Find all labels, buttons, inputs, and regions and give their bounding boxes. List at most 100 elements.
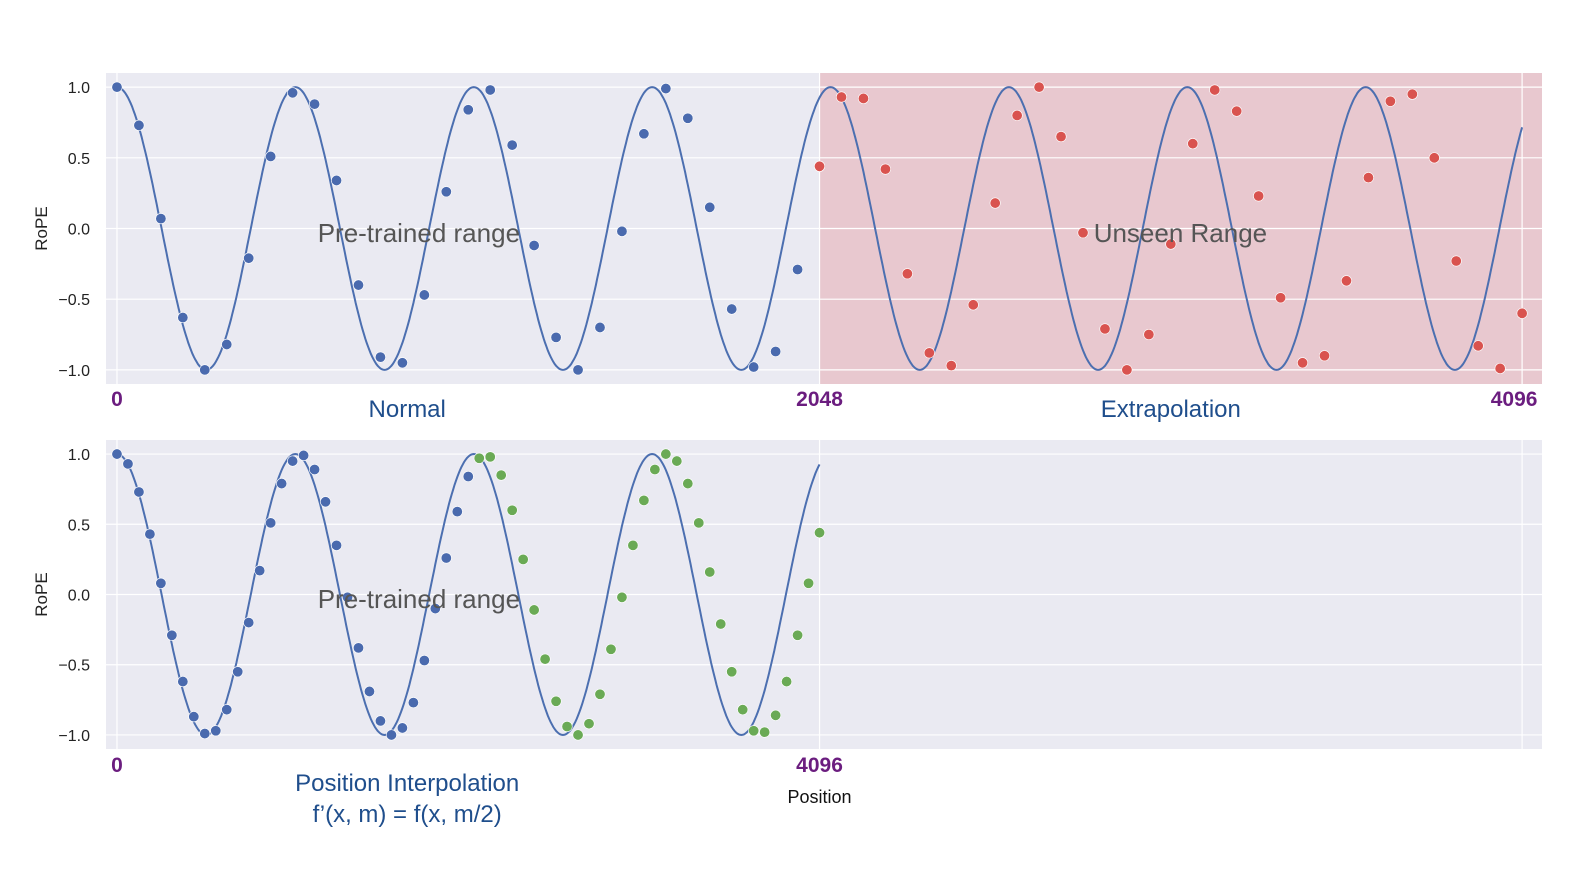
data-point-series-0 <box>232 666 244 678</box>
data-point-series-1 <box>814 527 826 539</box>
section-label: f’(x, m) = f(x, m/2) <box>313 801 502 828</box>
y-axis-label: RoPE <box>32 206 51 250</box>
section-label: Position Interpolation <box>295 770 519 797</box>
data-point-series-1 <box>726 666 738 678</box>
data-point-series-1 <box>704 566 716 578</box>
data-point-series-0 <box>276 478 288 490</box>
y-tick-label: −1.0 <box>58 728 90 745</box>
data-point-series-1 <box>495 469 507 481</box>
x-marker-label: 2048 <box>796 388 843 411</box>
data-point-series-0 <box>221 704 233 716</box>
x-axis-label: Position <box>788 787 852 807</box>
y-tick-label: 1.0 <box>68 447 90 464</box>
data-point-series-0 <box>177 312 189 324</box>
section-label: Extrapolation <box>1101 396 1241 423</box>
x-marker-label: 0 <box>111 754 123 777</box>
data-point-series-0 <box>243 617 255 629</box>
data-point-series-1 <box>561 721 573 733</box>
data-point-series-1 <box>1121 364 1133 376</box>
data-point-series-0 <box>331 174 343 186</box>
data-point-series-1 <box>967 299 979 311</box>
data-point-series-0 <box>550 331 562 343</box>
data-point-series-0 <box>363 685 375 697</box>
extrapolation-panel: 1.0 0.5 0.0 −0.5 −1.0 RoPE Pre-trained range Un… <box>32 73 1542 423</box>
data-point-series-0 <box>188 711 200 723</box>
data-point-series-1 <box>1143 329 1155 341</box>
data-point-series-1 <box>605 643 617 655</box>
data-point-series-1 <box>1033 81 1045 93</box>
data-point-series-0 <box>331 539 343 551</box>
data-point-series-1 <box>693 517 705 529</box>
data-point-series-1 <box>572 729 584 741</box>
data-point-series-1 <box>1340 275 1352 287</box>
y-tick-label: −1.0 <box>58 363 90 380</box>
data-point-series-1 <box>1516 307 1528 319</box>
data-point-series-1 <box>781 676 793 688</box>
region-label: Pre-trained range <box>318 584 520 614</box>
data-point-series-1 <box>550 695 562 707</box>
data-point-series-1 <box>1406 88 1418 100</box>
data-point-series-1 <box>1428 152 1440 164</box>
data-point-series-1 <box>759 726 771 738</box>
data-point-series-0 <box>484 84 496 96</box>
data-point-series-0 <box>320 496 332 508</box>
data-point-series-1 <box>627 539 639 551</box>
data-point-series-1 <box>594 688 606 700</box>
data-point-series-1 <box>1165 238 1177 250</box>
data-point-series-0 <box>254 565 266 577</box>
region-label: Unseen Range <box>1094 218 1267 248</box>
data-point-series-0 <box>243 252 255 264</box>
data-point-series-1 <box>649 463 661 475</box>
data-point-series-1 <box>583 718 595 730</box>
data-point-series-0 <box>396 357 408 369</box>
data-point-series-1 <box>770 709 782 721</box>
rope-curve <box>116 86 1524 371</box>
y-axis-label: RoPE <box>32 572 51 616</box>
data-point-series-0 <box>309 463 321 475</box>
data-point-series-0 <box>726 303 738 315</box>
data-point-series-1 <box>528 604 540 616</box>
data-point-series-0 <box>374 351 386 363</box>
data-point-series-0 <box>155 577 167 589</box>
data-point-series-1 <box>1209 84 1221 96</box>
y-tick-label: −0.5 <box>58 658 90 675</box>
data-point-series-0 <box>287 87 299 99</box>
data-point-series-1 <box>1362 172 1374 184</box>
data-point-series-1 <box>901 268 913 280</box>
data-point-series-1 <box>814 160 826 172</box>
x-marker-label: 4096 <box>796 754 843 777</box>
data-point-series-0 <box>440 186 452 198</box>
data-point-series-0 <box>287 455 299 467</box>
data-point-series-1 <box>1384 95 1396 107</box>
data-point-series-0 <box>660 83 672 95</box>
data-point-series-1 <box>1187 138 1199 150</box>
data-point-series-0 <box>528 239 540 251</box>
data-point-series-0 <box>221 338 233 350</box>
data-point-series-1 <box>1297 357 1309 369</box>
y-tick-label: 0.0 <box>68 588 90 605</box>
data-point-series-1 <box>1231 105 1243 117</box>
data-point-series-0 <box>506 139 518 151</box>
data-point-series-1 <box>748 725 760 737</box>
data-point-series-1 <box>857 92 869 104</box>
data-point-series-1 <box>1494 362 1506 374</box>
data-point-series-1 <box>1011 109 1023 121</box>
data-point-series-0 <box>418 289 430 301</box>
data-point-series-1 <box>1099 323 1111 335</box>
data-point-series-1 <box>1253 190 1265 202</box>
data-point-series-0 <box>155 213 167 225</box>
data-point-series-0 <box>748 361 760 373</box>
data-point-series-1 <box>1055 131 1067 143</box>
data-point-series-1 <box>989 197 1001 209</box>
data-point-series-0 <box>440 552 452 564</box>
data-point-series-0 <box>166 629 178 641</box>
data-point-series-1 <box>803 577 815 589</box>
y-tick-label: 0.5 <box>68 517 90 534</box>
data-point-series-0 <box>616 225 628 237</box>
data-point-series-0 <box>309 98 321 110</box>
data-point-series-0 <box>682 112 694 124</box>
data-point-series-1 <box>923 347 935 359</box>
data-point-series-1 <box>517 553 529 565</box>
data-point-series-1 <box>506 504 518 516</box>
